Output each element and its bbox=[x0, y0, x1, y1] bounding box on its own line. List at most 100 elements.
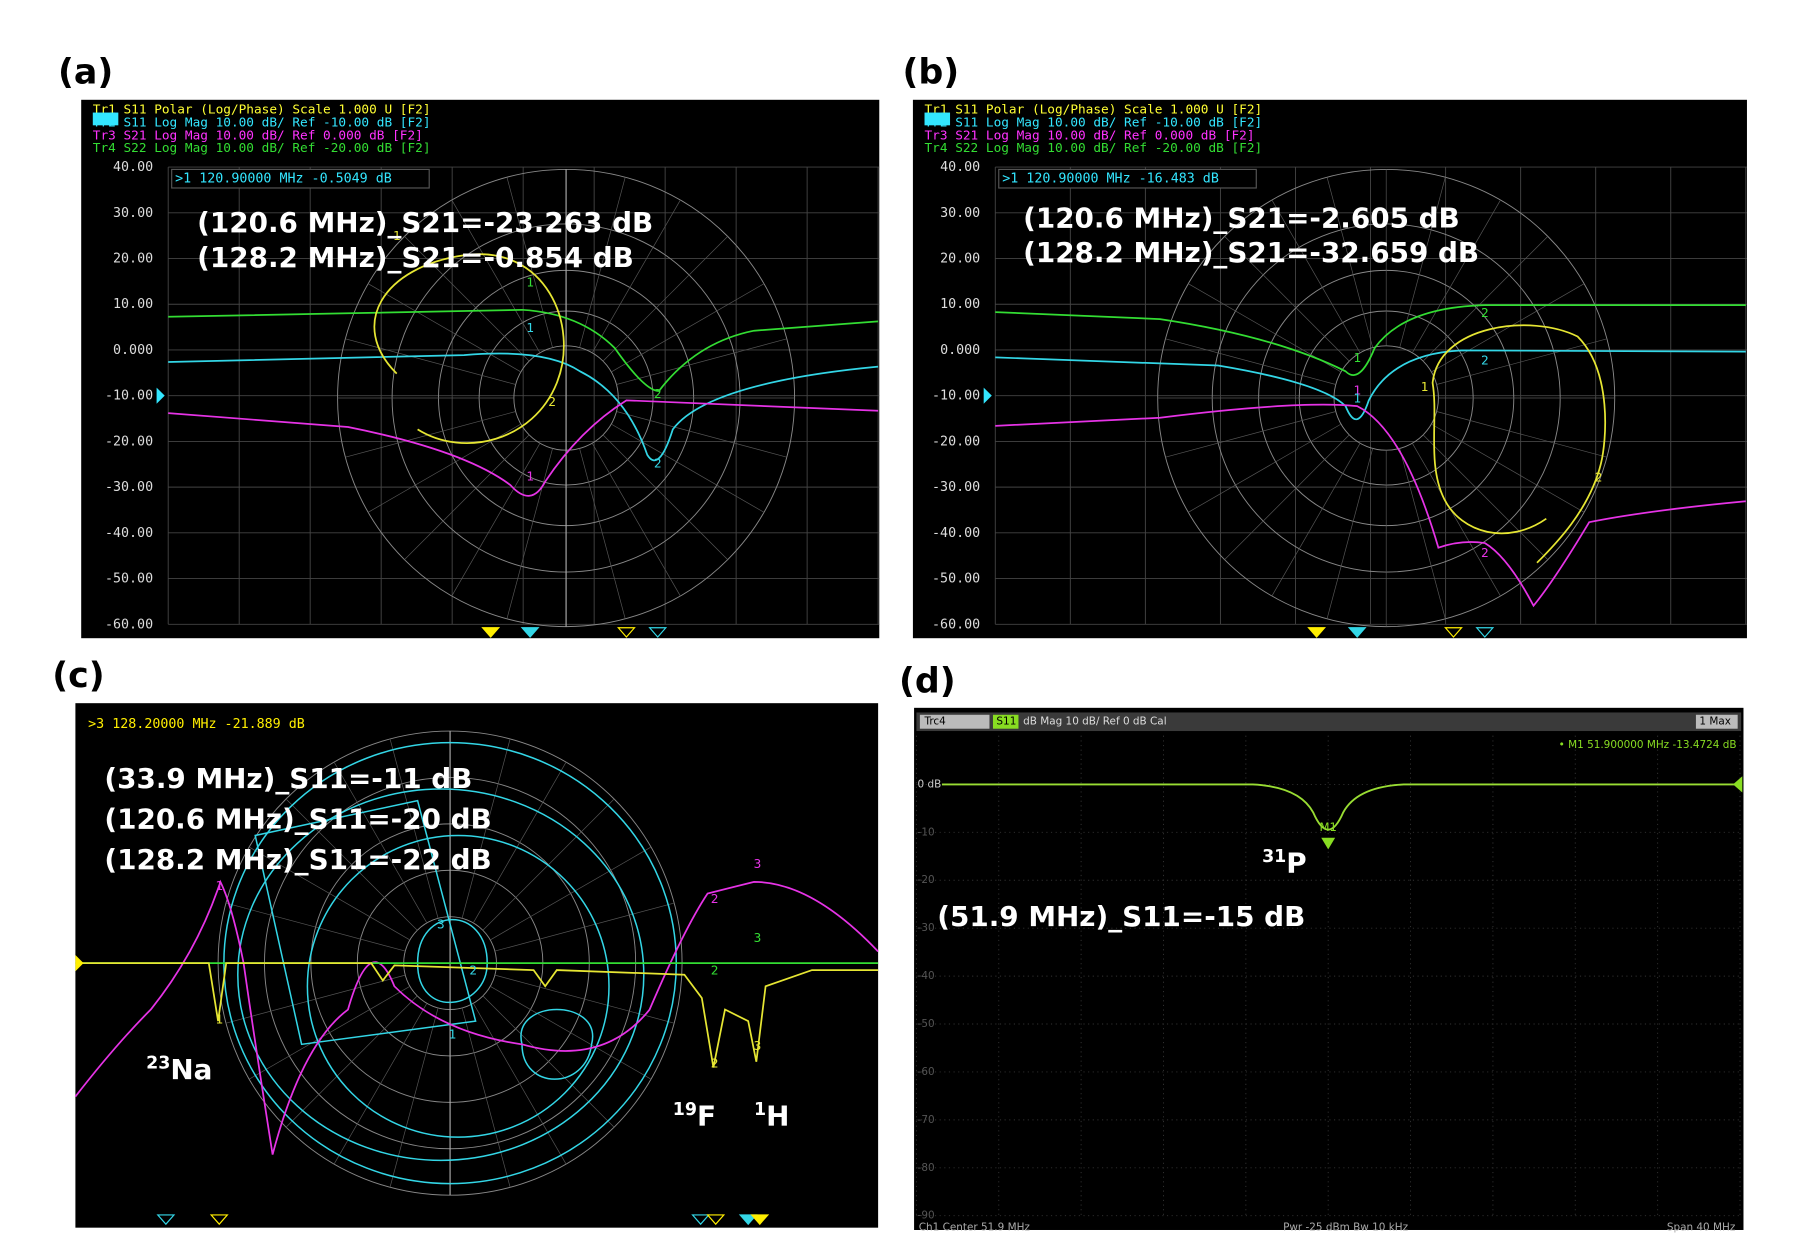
trace-marker-number: 1 bbox=[215, 1012, 223, 1027]
y-tick-label: 20.00 bbox=[113, 252, 153, 267]
panel-label: (c) bbox=[52, 656, 104, 696]
marker-readout-box bbox=[171, 168, 430, 189]
content: (a) (b) (c) (d) Tr1 S11 Polar (Log/Phase) Sc… bbox=[52, 53, 1747, 1234]
bottom-marker bbox=[617, 627, 636, 638]
header-text: 1 Max bbox=[1699, 716, 1731, 728]
trace-marker-number: 2 bbox=[1481, 353, 1489, 368]
trace-marker-number: 2 bbox=[1481, 546, 1489, 561]
y-tick-label: 30.00 bbox=[113, 206, 153, 221]
trace-marker-number: 1 bbox=[526, 276, 534, 291]
annotation: (120.6 MHz)_S11=-20 dB bbox=[104, 802, 491, 835]
reference-arrow bbox=[75, 954, 84, 972]
y-tick-label: -10.00 bbox=[932, 389, 980, 404]
trace-marker-number: 3 bbox=[437, 917, 445, 932]
bottom-marker bbox=[1444, 627, 1463, 638]
annotation: (33.9 MHz)_S11=-11 dB bbox=[104, 762, 472, 795]
polar-spoke bbox=[1326, 448, 1374, 619]
trace-s22 bbox=[995, 304, 1746, 376]
polar-spoke bbox=[1165, 338, 1336, 385]
annotation: (128.2 MHz)_S11=-22 dB bbox=[104, 843, 491, 876]
reference-arrow bbox=[1733, 776, 1743, 793]
polar-spoke bbox=[616, 338, 787, 385]
trace-marker-number: 1 bbox=[1353, 351, 1361, 366]
trace-marker-number: 2 bbox=[1481, 306, 1489, 321]
trace-marker-number: 2 bbox=[711, 1057, 719, 1072]
polar-spoke bbox=[1411, 443, 1501, 597]
trace-marker-number: 1 bbox=[526, 321, 534, 336]
trace-marker-number: 1 bbox=[393, 229, 401, 244]
polar-spoke bbox=[1431, 283, 1585, 373]
polar-spoke bbox=[461, 738, 511, 919]
panel-b-screen bbox=[912, 99, 1747, 639]
panel-label: (b) bbox=[902, 53, 959, 93]
marker-name: M1 bbox=[1320, 820, 1337, 834]
max-button bbox=[1695, 714, 1738, 729]
reference-arrow bbox=[983, 387, 992, 404]
polar-spoke bbox=[451, 443, 541, 597]
nucleus-mass: 23 bbox=[146, 1054, 170, 1074]
bottom-marker bbox=[1475, 627, 1495, 638]
y-tick-label: 0.000 bbox=[113, 343, 153, 358]
polar-spoke bbox=[1436, 338, 1608, 385]
y-tick-label: -40.00 bbox=[105, 526, 153, 541]
trace-s22 bbox=[168, 308, 879, 392]
polar-spoke bbox=[451, 199, 541, 353]
header-text: Trc4 bbox=[924, 716, 947, 728]
y-tick-label: -50.00 bbox=[105, 572, 153, 587]
trace-tab-active bbox=[992, 714, 1019, 729]
trace-marker-number: 2 bbox=[654, 457, 662, 472]
polar-spoke bbox=[1188, 423, 1342, 513]
trace-marker-number: 2 bbox=[548, 395, 556, 410]
y-tick-label: -50.00 bbox=[932, 572, 980, 587]
panel-label: (a) bbox=[58, 53, 113, 93]
trace-header: Tr3 S21 Log Mag 10.00 dB/ Ref 0.000 dB [… bbox=[93, 128, 423, 143]
nucleus-element: F bbox=[697, 1100, 716, 1133]
polar-spoke bbox=[1431, 423, 1585, 513]
y-tick-label: 10.00 bbox=[113, 297, 153, 312]
y-tick-label: -30.00 bbox=[932, 480, 980, 495]
polar-spoke bbox=[1271, 443, 1361, 597]
trace-s21 bbox=[168, 399, 879, 497]
polar-spoke bbox=[506, 448, 553, 619]
active-trace-highlight bbox=[924, 112, 951, 126]
marker-readout-box bbox=[998, 168, 1257, 189]
annotation: (51.9 MHz)_S11=-15 dB bbox=[937, 900, 1305, 933]
y-tick-label: -90 bbox=[918, 1210, 935, 1222]
trace-header: Tr4 S22 Log Mag 10.00 dB/ Ref -20.00 dB … bbox=[925, 141, 1263, 156]
polar-spoke bbox=[1165, 411, 1336, 458]
bottom-marker bbox=[691, 1214, 711, 1226]
nucleus-label: 23Na bbox=[146, 1053, 212, 1086]
polar-spoke bbox=[1224, 434, 1350, 560]
trace-s11 bbox=[75, 962, 879, 1068]
annotation: (128.2 MHz)_S21=-0.854 dB bbox=[197, 241, 634, 274]
trace-s11 bbox=[941, 783, 1738, 831]
y-tick-label: -20.00 bbox=[932, 434, 980, 449]
nucleus-mass: 19 bbox=[673, 1100, 697, 1120]
y-tick-label: 30.00 bbox=[940, 206, 980, 221]
polar-spoke bbox=[1422, 434, 1549, 560]
trace-marker-number: 1 bbox=[526, 469, 534, 484]
trace-s11 bbox=[168, 352, 879, 462]
polar-spoke bbox=[1399, 448, 1446, 619]
polar-spoke bbox=[611, 283, 765, 373]
active-trace-highlight bbox=[92, 112, 119, 126]
trace-marker-number: 1 bbox=[1353, 392, 1361, 407]
bottom-marker bbox=[481, 627, 501, 638]
polar-spoke bbox=[1399, 177, 1446, 348]
polar-spoke bbox=[333, 761, 428, 924]
panel-d-screen bbox=[914, 707, 1744, 1230]
header-bar bbox=[916, 712, 1742, 732]
polar-spoke bbox=[1326, 177, 1374, 348]
bottom-marker bbox=[738, 1214, 758, 1226]
polar-spoke bbox=[225, 902, 406, 952]
trace-polar bbox=[1431, 324, 1606, 564]
y-tick-label: -40 bbox=[918, 970, 935, 982]
bottom-marker bbox=[209, 1214, 229, 1226]
polar-spoke bbox=[472, 761, 567, 924]
y-tick-label: -10.00 bbox=[105, 389, 153, 404]
polar-spoke bbox=[591, 443, 681, 597]
polar-spoke bbox=[404, 434, 530, 560]
trace-marker-number: 3 bbox=[754, 931, 762, 946]
bottom-marker bbox=[520, 627, 540, 638]
polar-spoke bbox=[591, 199, 681, 353]
